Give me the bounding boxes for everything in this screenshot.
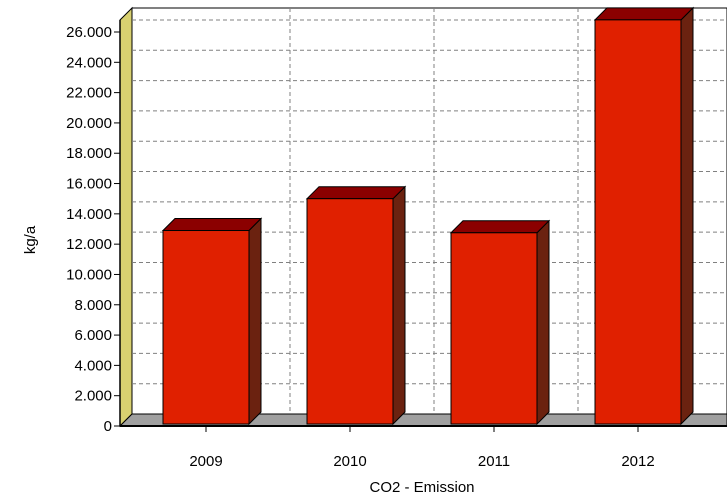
y-tick-label: 16.000 — [66, 176, 112, 193]
axes — [114, 20, 727, 432]
x-tick-label: 2011 — [478, 453, 510, 470]
bar-top — [593, 7, 695, 21]
bar-side — [680, 6, 694, 426]
bar-side — [248, 217, 262, 426]
bar-side — [536, 219, 550, 426]
y-tick-label: 6.000 — [74, 327, 112, 344]
x-tick-label: 2009 — [189, 453, 222, 470]
y-tick-label: 20.000 — [66, 115, 112, 132]
bar — [306, 198, 394, 425]
bar-top — [449, 220, 551, 234]
labels: 0 2.000 4.000 6.000 8.000 10.000 12.000 14.000 1… — [66, 24, 655, 470]
y-tick-label: 12.000 — [66, 236, 112, 253]
y-tick-label: 26.000 — [66, 24, 112, 41]
y-tick-label: 14.000 — [66, 206, 112, 223]
y-axis-title: kg/a — [22, 225, 39, 254]
bar-side — [392, 185, 406, 426]
bars — [161, 6, 695, 426]
bar-top — [161, 218, 263, 232]
y-tick-label: 10.000 — [66, 266, 112, 283]
bar — [450, 232, 538, 425]
y-tick-label: 22.000 — [66, 85, 112, 102]
bar — [162, 230, 250, 425]
x-axis-title: CO2 - Emission — [369, 479, 474, 496]
left-wall — [119, 6, 133, 428]
y-tick-label: 8.000 — [74, 297, 112, 314]
y-tick-label: 18.000 — [66, 145, 112, 162]
y-tick-label: 0 — [104, 418, 112, 435]
x-tick-label: 2010 — [333, 453, 366, 470]
bar-top — [305, 186, 407, 200]
y-tick-label: 4.000 — [74, 357, 112, 374]
bar — [594, 19, 682, 425]
x-tick-label: 2012 — [621, 453, 654, 470]
y-tick-label: 2.000 — [74, 388, 112, 405]
y-tick-label: 24.000 — [66, 54, 112, 71]
